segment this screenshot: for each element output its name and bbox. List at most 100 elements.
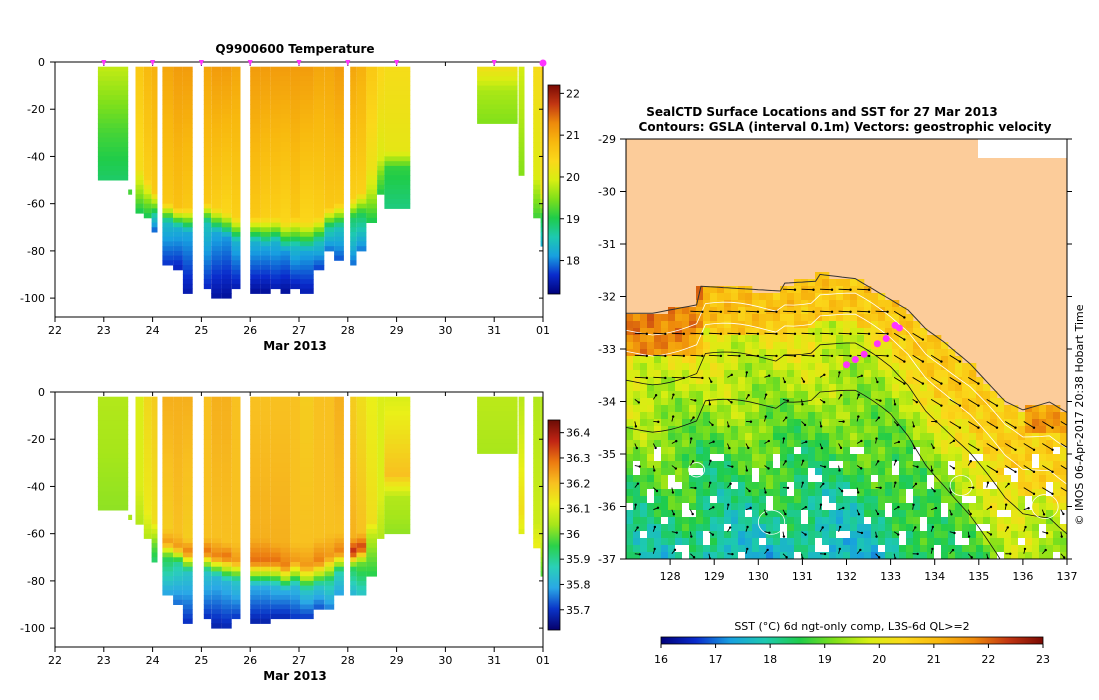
- sst-cell: [920, 531, 928, 539]
- sst-cell: [815, 433, 823, 441]
- sst-cell: [934, 391, 942, 399]
- profile-cell: [250, 599, 261, 605]
- profile-cell: [366, 533, 377, 539]
- profile-cell: [313, 557, 325, 563]
- sst-cell: [731, 461, 739, 469]
- profile-cell: [203, 95, 212, 101]
- sst-cell: [752, 307, 760, 315]
- profile-cell: [162, 147, 174, 153]
- profile-cell: [356, 128, 367, 134]
- profile-cell: [182, 113, 193, 120]
- profile-cell: [260, 434, 271, 440]
- sst-cell: [794, 293, 802, 301]
- sst-cell: [927, 370, 935, 378]
- profile-cell: [356, 85, 367, 91]
- sst-cell: [640, 335, 648, 343]
- profile-cell: [260, 198, 271, 205]
- sst-cell: [773, 461, 781, 469]
- profile-cell: [377, 396, 385, 402]
- sst-cell: [983, 433, 991, 441]
- profile-cell: [97, 85, 129, 91]
- profile-cell: [334, 123, 344, 129]
- sst-cell: [857, 552, 865, 559]
- profile-cell: [182, 458, 193, 464]
- profile-cell: [231, 495, 241, 502]
- sst-cell: [675, 412, 683, 420]
- profile-cell: [135, 118, 144, 124]
- sst-cell: [801, 307, 809, 315]
- sst-cell: [815, 531, 823, 539]
- sst-cell: [703, 370, 711, 378]
- profile-cell: [182, 232, 193, 238]
- profile-cell: [151, 481, 158, 487]
- vector-head: [638, 553, 641, 556]
- sst-cell: [934, 363, 942, 371]
- profile-cell: [533, 401, 541, 407]
- sst-cell: [962, 531, 970, 539]
- sst-cell: [773, 468, 781, 476]
- profile-cell: [162, 203, 174, 209]
- sst-cell: [871, 412, 879, 420]
- profile-cell: [270, 443, 281, 450]
- profile-cell: [231, 283, 241, 290]
- sst-cell: [668, 454, 676, 462]
- sst-cell: [766, 517, 774, 525]
- sst-cell: [864, 426, 872, 434]
- sst-cell: [997, 426, 1005, 434]
- profile-cell: [250, 175, 261, 181]
- sst-cell: [948, 538, 956, 546]
- vector-head: [934, 506, 938, 510]
- profile-cell: [384, 420, 411, 426]
- profile-cell: [300, 250, 314, 257]
- profile-cell: [334, 519, 344, 525]
- profile-cell: [250, 472, 261, 478]
- sst-cell: [906, 454, 914, 462]
- sst-cell: [871, 468, 879, 476]
- sst-cell: [878, 503, 886, 511]
- profile-cell: [143, 458, 152, 464]
- profile-cell: [533, 184, 541, 190]
- profile-cell: [135, 99, 144, 105]
- profile-cell: [350, 406, 357, 412]
- velocity-vector: [690, 354, 703, 357]
- sst-cell: [675, 356, 683, 364]
- profile-cell: [211, 128, 222, 134]
- sst-cell: [864, 524, 872, 532]
- sst-cell: [731, 356, 739, 364]
- vector-head: [934, 420, 938, 423]
- profile-cell: [151, 415, 158, 421]
- vector-head: [875, 437, 878, 440]
- profile-cell: [231, 184, 241, 190]
- sst-cell: [738, 510, 746, 518]
- profile-cell: [518, 142, 525, 148]
- sst-cell: [696, 440, 704, 448]
- sst-cell: [724, 405, 732, 413]
- profile-cell: [540, 90, 543, 96]
- sst-cell: [1053, 531, 1061, 539]
- profile-cell: [350, 137, 357, 143]
- profile-cell: [324, 462, 335, 468]
- profile-cell: [300, 194, 314, 200]
- profile-cell: [250, 505, 261, 511]
- profile-cell: [384, 90, 411, 96]
- sst-cell: [640, 377, 648, 385]
- sst-cell: [955, 405, 963, 413]
- profile-cell: [203, 538, 212, 544]
- sst-cell: [864, 531, 872, 539]
- profile-cell: [350, 486, 357, 492]
- profile-cell: [280, 439, 291, 445]
- profile-cell: [356, 142, 367, 148]
- profile-cell: [350, 180, 357, 186]
- profile-cell: [135, 76, 144, 82]
- sst-cell: [983, 461, 991, 469]
- profile-cell: [231, 236, 241, 242]
- profile-cell: [221, 241, 232, 247]
- profile-cell: [162, 486, 174, 492]
- profile-cell: [151, 104, 158, 110]
- sst-cell: [815, 370, 823, 378]
- sst-cell: [738, 370, 746, 378]
- sst-cell: [878, 475, 886, 483]
- sst-cell: [990, 433, 998, 441]
- profile-cell: [211, 288, 222, 294]
- profile-cell: [290, 241, 300, 247]
